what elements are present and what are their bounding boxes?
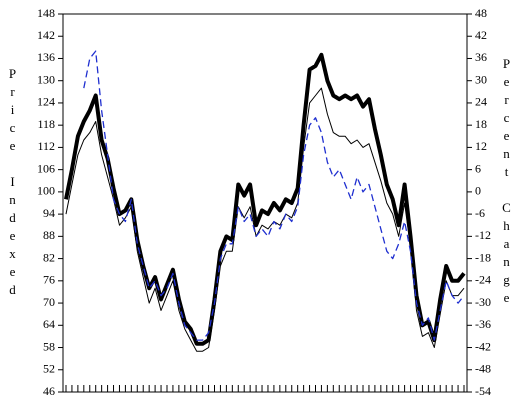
- y2-tick-label: -36: [475, 317, 491, 331]
- y2-tick-label: 42: [475, 28, 487, 42]
- y-tick-label: 52: [43, 362, 55, 376]
- y2-tick-label: -42: [475, 339, 491, 353]
- y-tick-label: 100: [37, 184, 55, 198]
- series-line: [64, 52, 466, 346]
- y2-tick-label: 48: [475, 6, 487, 20]
- series-line: [83, 50, 465, 341]
- y2-tick-label: 36: [475, 50, 487, 64]
- y-tick-label: 94: [43, 206, 55, 220]
- y-tick-label: 88: [43, 228, 55, 242]
- y2-tick-label: -30: [475, 295, 491, 309]
- y-tick-label: 112: [37, 139, 55, 153]
- y2-tick-label: -18: [475, 250, 491, 264]
- y-tick-label: 124: [37, 95, 55, 109]
- y-axis-label: Price Indexed: [5, 66, 20, 300]
- y2-tick-label: 12: [475, 139, 487, 153]
- y2-tick-label: -54: [475, 384, 491, 398]
- y2-tick-label: -6: [475, 206, 485, 220]
- y-tick-label: 130: [37, 72, 55, 86]
- y-tick-label: 142: [37, 28, 55, 42]
- series-line: [65, 87, 465, 352]
- y2-tick-label: -24: [475, 273, 491, 287]
- y-tick-label: 46: [43, 384, 55, 398]
- y2-tick-label: -12: [475, 228, 491, 242]
- y-tick-label: 64: [43, 317, 55, 331]
- y-tick-label: 76: [43, 273, 55, 287]
- y2-tick-label: 18: [475, 117, 487, 131]
- y-tick-label: 58: [43, 339, 55, 353]
- y-tick-label: 70: [43, 295, 55, 309]
- y2-tick-label: -48: [475, 362, 491, 376]
- y-tick-label: 118: [37, 117, 55, 131]
- y2-tick-label: 24: [475, 95, 487, 109]
- y-tick-label: 106: [37, 161, 55, 175]
- y-tick-label: 136: [37, 50, 55, 64]
- y-tick-label: 148: [37, 6, 55, 20]
- y-tick-label: 82: [43, 250, 55, 264]
- y2-tick-label: 0: [475, 184, 481, 198]
- y2-axis-label: Percent Change: [499, 56, 514, 308]
- y2-tick-label: 30: [475, 72, 487, 86]
- y2-tick-label: 6: [475, 161, 481, 175]
- plot-frame: [62, 13, 468, 393]
